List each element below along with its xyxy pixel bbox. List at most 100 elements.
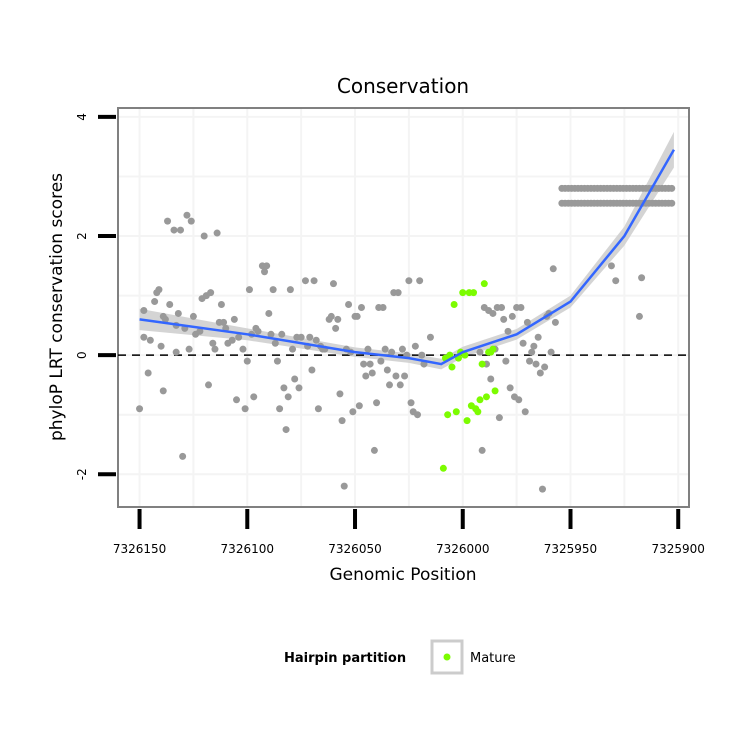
data-point (414, 411, 422, 419)
data-point (211, 345, 219, 353)
mature-point (480, 280, 488, 288)
data-point (407, 399, 415, 407)
data-point (495, 414, 503, 422)
y-axis: -2 0 2 4 (75, 113, 116, 480)
data-point (353, 312, 361, 320)
data-point (164, 217, 172, 225)
mature-point (491, 387, 499, 395)
data-point (521, 408, 529, 416)
data-point (517, 304, 525, 311)
data-point (379, 304, 387, 311)
data-point (489, 309, 497, 317)
data-point (310, 277, 318, 285)
y-tick-label: 0 (75, 351, 89, 359)
data-point (401, 372, 409, 380)
data-point (668, 184, 676, 192)
data-point (638, 274, 646, 282)
data-point (398, 345, 406, 353)
data-point (635, 312, 643, 320)
data-point (370, 446, 378, 454)
data-point (301, 277, 309, 285)
data-point (151, 298, 159, 306)
data-point (368, 369, 376, 377)
data-point (538, 485, 546, 493)
data-point (487, 375, 495, 383)
data-point (282, 426, 290, 434)
data-point (668, 199, 676, 207)
data-point (140, 333, 148, 341)
data-point (336, 390, 344, 398)
data-point (547, 348, 555, 356)
data-point (478, 446, 486, 454)
data-point (526, 357, 534, 365)
data-point (174, 309, 182, 317)
data-point (385, 381, 393, 389)
data-point (381, 345, 389, 353)
data-point (263, 262, 271, 270)
data-point (265, 309, 273, 317)
data-point (136, 405, 144, 413)
data-point (506, 384, 514, 392)
data-point (355, 402, 363, 410)
data-point (364, 345, 372, 353)
data-point (405, 277, 413, 285)
smooth-curve (139, 149, 676, 366)
mature-point (463, 417, 471, 425)
data-point (245, 286, 253, 294)
x-tick-label: 7325900 (651, 542, 704, 556)
data-point (306, 333, 314, 341)
x-tick-label: 7325950 (544, 542, 597, 556)
data-point (157, 342, 165, 350)
data-point (176, 226, 184, 234)
data-point (411, 342, 419, 350)
y-tick-label: 4 (75, 113, 89, 121)
mature-point (476, 396, 484, 404)
y-axis-title: phyloP LRT conservation scores (47, 173, 67, 441)
mature-point (489, 345, 497, 353)
mature-point (461, 351, 469, 359)
data-point (146, 336, 154, 344)
data-point (549, 265, 557, 273)
data-point (504, 327, 512, 335)
mature-point (452, 408, 460, 416)
y-tick-label: 2 (75, 232, 89, 240)
data-point (388, 348, 396, 356)
data-point (196, 327, 204, 335)
mature-point (446, 351, 454, 359)
data-point (340, 482, 348, 490)
data-point (297, 333, 305, 341)
chart-title: Conservation (337, 74, 469, 98)
data-point (241, 405, 249, 413)
data-point (373, 399, 381, 407)
data-point (144, 369, 152, 377)
data-point (230, 315, 238, 323)
data-point (612, 277, 620, 285)
data-point (426, 333, 434, 341)
data-point (338, 417, 346, 425)
data-point (140, 306, 148, 314)
data-point (392, 372, 400, 380)
data-point (357, 304, 365, 311)
data-point (312, 336, 320, 344)
x-axis: 7326150 7326100 7326050 7326000 7325950 73259… (113, 509, 705, 556)
data-point (360, 360, 368, 368)
data-point (349, 408, 357, 416)
data-point (345, 301, 353, 309)
data-point (187, 217, 195, 225)
plot-panel (117, 107, 690, 508)
data-point (267, 330, 275, 338)
data-point (396, 381, 404, 389)
data-point (528, 348, 536, 356)
data-point (170, 226, 178, 234)
data-point (289, 345, 297, 353)
data-point (394, 289, 402, 297)
data-point (607, 262, 615, 270)
data-point (476, 348, 484, 356)
data-point (239, 345, 247, 353)
data-point (179, 452, 187, 460)
data-point (233, 396, 241, 404)
data-point (541, 363, 549, 371)
mature-point (448, 363, 456, 371)
data-point (377, 357, 385, 365)
legend: Hairpin partition Mature (284, 639, 516, 675)
